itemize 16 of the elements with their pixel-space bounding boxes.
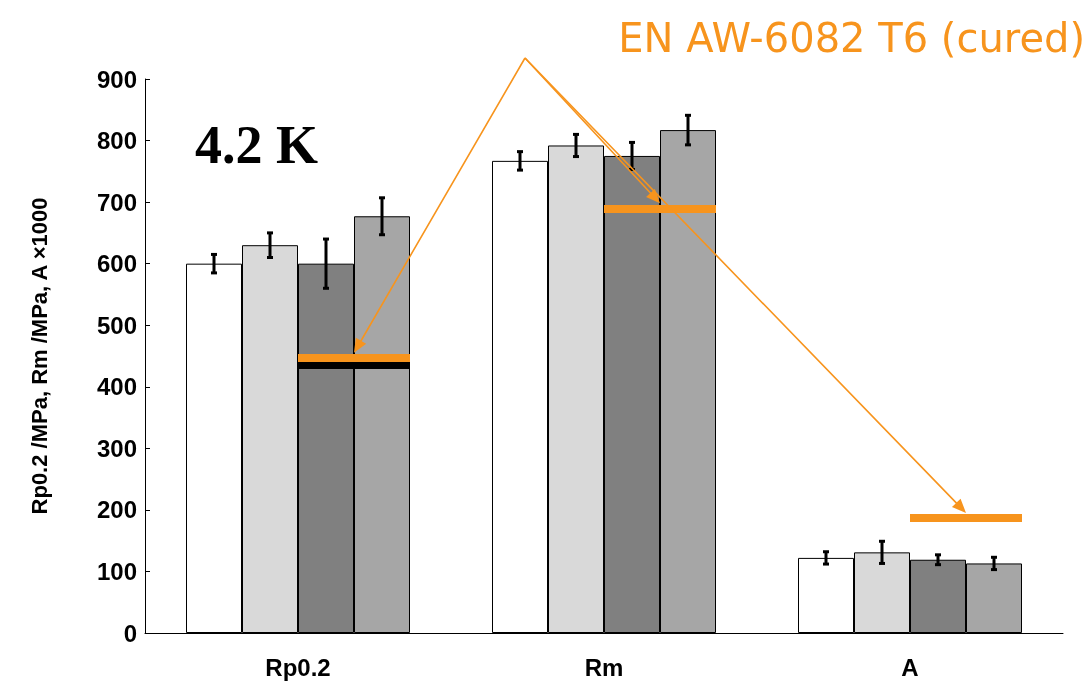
x-tick-label: Rm bbox=[584, 653, 624, 681]
y-tick-label: 100 bbox=[96, 557, 137, 585]
y-tick-label: 400 bbox=[96, 373, 137, 401]
text: EN AW-6082 T6 (cured) bbox=[618, 15, 1085, 61]
y-tick-label: 500 bbox=[96, 311, 137, 339]
y-axis-title: Rp0.2 /MPa, Rm /MPa, A ×1000 bbox=[26, 197, 52, 515]
y-tick-label: 0 bbox=[123, 619, 137, 647]
y-tick-label: 600 bbox=[96, 250, 137, 278]
y-tick-label: 700 bbox=[96, 188, 137, 216]
y-tick-label: 900 bbox=[96, 65, 137, 93]
x-tick-label: A bbox=[901, 653, 919, 681]
y-tick-label: 300 bbox=[96, 434, 137, 462]
annotation: 4.2 K bbox=[195, 115, 319, 175]
y-tick-label: 800 bbox=[96, 127, 137, 155]
y-tick-label: 200 bbox=[96, 496, 137, 524]
x-tick-label: Rp0.2 bbox=[265, 653, 331, 681]
